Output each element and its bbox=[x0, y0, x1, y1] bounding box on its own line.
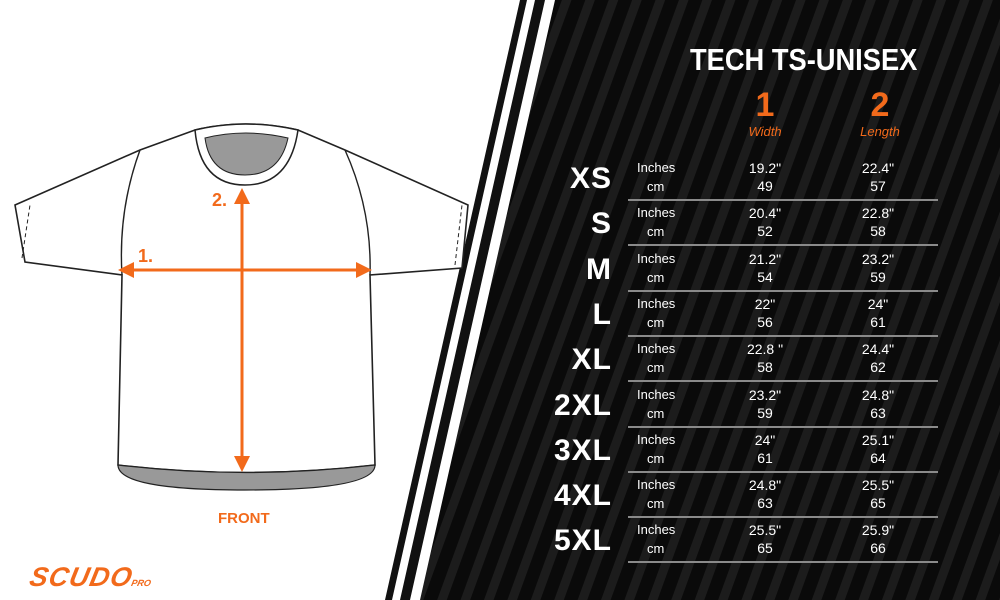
length-cm: 66 bbox=[870, 540, 886, 557]
length-inches: 24" bbox=[867, 295, 889, 312]
length-cm: 58 bbox=[870, 223, 886, 240]
brand-logo: SCUDOPRO bbox=[26, 562, 152, 592]
unit-inches: Inches bbox=[637, 341, 676, 357]
width-inches: 22" bbox=[754, 295, 776, 312]
width-cm: 52 bbox=[757, 223, 773, 240]
size-row: S Inches cm 20.4" 52 22.8" 58 bbox=[540, 201, 940, 247]
width-cm: 49 bbox=[757, 178, 773, 194]
row-divider bbox=[628, 470, 938, 473]
width-inches: 24.8" bbox=[748, 477, 782, 494]
size-label: M bbox=[586, 252, 612, 286]
unit-cm: cm bbox=[647, 405, 665, 421]
dark-panel bbox=[420, 0, 1000, 600]
column-number-length: 2 bbox=[870, 86, 890, 124]
unit-cm: cm bbox=[647, 224, 665, 240]
size-label: 4XL bbox=[553, 479, 612, 513]
row-divider bbox=[628, 289, 938, 292]
panel-edge-stripe bbox=[400, 0, 545, 600]
width-cm: 56 bbox=[757, 313, 773, 330]
size-row: L Inches cm 22" 56 24" 61 bbox=[540, 292, 940, 337]
size-row: 4XL Inches cm 24.8" 63 25.5" 65 bbox=[540, 473, 940, 519]
width-marker: 1. bbox=[138, 246, 154, 266]
unit-inches: Inches bbox=[637, 295, 676, 311]
tshirt-diagram bbox=[14, 123, 469, 491]
unit-cm: cm bbox=[647, 541, 665, 557]
unit-cm: cm bbox=[647, 450, 665, 466]
length-inches: 25.5" bbox=[861, 477, 895, 494]
size-row: XL Inches cm 22.8 " 58 24.4" 62 bbox=[540, 337, 940, 383]
length-inches: 25.1" bbox=[861, 431, 895, 448]
row-divider bbox=[628, 244, 938, 247]
length-inches: 23.2" bbox=[861, 250, 895, 267]
size-label: 3XL bbox=[553, 433, 612, 467]
width-inches: 24" bbox=[754, 431, 776, 448]
size-label: L bbox=[592, 297, 612, 331]
width-inches: 19.2" bbox=[748, 160, 782, 176]
column-label-width: Width bbox=[748, 124, 782, 139]
unit-cm: cm bbox=[647, 179, 665, 194]
length-inches: 22.8" bbox=[861, 205, 895, 222]
width-cm: 54 bbox=[757, 268, 773, 285]
unit-inches: Inches bbox=[637, 477, 676, 493]
length-cm: 65 bbox=[870, 495, 886, 512]
unit-inches: Inches bbox=[637, 205, 676, 221]
chart-title: TECH TS-UNISEX bbox=[690, 42, 918, 77]
view-label: FRONT bbox=[218, 510, 270, 527]
collar-inner bbox=[204, 132, 289, 176]
size-row: 3XL Inches cm 24" 61 25.1" 64 bbox=[540, 428, 940, 473]
size-row: XS Inches cm 19.2" 49 22.4" 57 bbox=[540, 156, 940, 201]
width-cm: 61 bbox=[757, 449, 773, 466]
row-divider bbox=[628, 561, 938, 564]
row-divider bbox=[628, 425, 938, 428]
row-divider bbox=[628, 334, 938, 337]
column-label-length: Length bbox=[860, 124, 900, 139]
unit-cm: cm bbox=[647, 496, 665, 512]
unit-inches: Inches bbox=[637, 250, 676, 266]
width-cm: 63 bbox=[757, 495, 773, 512]
length-cm: 61 bbox=[870, 313, 886, 330]
length-inches: 25.9" bbox=[861, 522, 895, 539]
unit-inches: Inches bbox=[637, 522, 676, 538]
width-inches: 25.5" bbox=[748, 522, 782, 539]
length-inches: 24.8" bbox=[861, 386, 895, 403]
width-cm: 65 bbox=[757, 540, 773, 557]
size-label: 5XL bbox=[553, 524, 612, 558]
width-inches: 22.8 " bbox=[746, 341, 784, 358]
row-divider bbox=[628, 199, 938, 201]
width-inches: 21.2" bbox=[748, 250, 782, 267]
length-cm: 57 bbox=[870, 178, 886, 194]
length-inches: 22.4" bbox=[861, 160, 895, 176]
length-marker: 2. bbox=[212, 190, 228, 210]
size-row: M Inches cm 21.2" 54 23.2" 59 bbox=[540, 247, 940, 292]
length-cm: 63 bbox=[870, 404, 886, 421]
unit-inches: Inches bbox=[637, 386, 676, 402]
size-row: 2XL Inches cm 23.2" 59 24.8" 63 bbox=[540, 383, 940, 428]
row-divider bbox=[628, 516, 938, 519]
width-inches: 20.4" bbox=[748, 205, 782, 222]
width-cm: 59 bbox=[757, 404, 773, 421]
length-cm: 64 bbox=[870, 449, 886, 466]
hem bbox=[117, 464, 376, 491]
row-divider bbox=[628, 380, 938, 383]
length-inches: 24.4" bbox=[861, 341, 895, 358]
unit-cm: cm bbox=[647, 360, 665, 376]
size-label: XS bbox=[569, 162, 612, 195]
length-cm: 59 bbox=[870, 268, 886, 285]
size-row: 5XL Inches cm 25.5" 65 25.9" 66 bbox=[540, 518, 940, 564]
size-label: S bbox=[590, 207, 612, 241]
column-number-width: 1 bbox=[755, 86, 775, 124]
length-cm: 62 bbox=[870, 359, 886, 376]
unit-cm: cm bbox=[647, 314, 665, 330]
unit-inches: Inches bbox=[637, 160, 676, 175]
unit-cm: cm bbox=[647, 269, 665, 285]
width-inches: 23.2" bbox=[748, 386, 782, 403]
unit-inches: Inches bbox=[637, 431, 676, 447]
width-cm: 58 bbox=[757, 359, 773, 376]
size-label: XL bbox=[571, 343, 612, 377]
size-label: 2XL bbox=[553, 388, 612, 422]
